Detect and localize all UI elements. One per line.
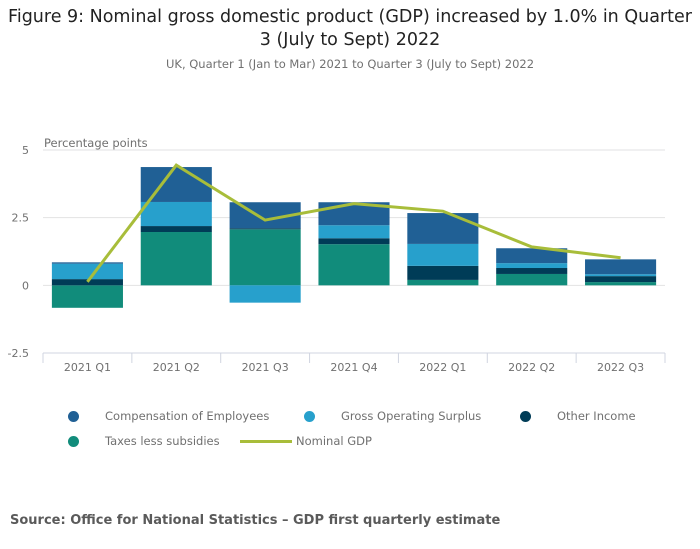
bar-other-income-2021-q2[interactable] <box>140 226 212 233</box>
bar-taxes-less-subsidies-2022-q1[interactable] <box>407 279 479 286</box>
y-axis-title: Percentage points <box>44 136 148 150</box>
legend-marker-other-income <box>520 410 531 422</box>
bar-other-income-2022-q1[interactable] <box>407 265 479 280</box>
y-tick-label: -2.5 <box>8 347 29 360</box>
chart-plot: Percentage points 52.50-2.5 2021 Q1 2021 … <box>8 136 666 374</box>
x-tick-label: 2022 Q3 <box>597 361 644 374</box>
legend-item-gross-operating-surplus[interactable]: Gross Operating Surplus <box>304 409 481 423</box>
bar-compensation-of-employees-2022-q1[interactable] <box>407 213 479 244</box>
x-tick-label: 2021 Q4 <box>330 361 377 374</box>
legend-marker-gross-operating-surplus <box>304 410 315 422</box>
bar-gross-operating-surplus-2021-q4[interactable] <box>318 225 390 239</box>
legend-marker-taxes <box>68 435 79 447</box>
bar-taxes-less-subsidies-2022-q3[interactable] <box>585 282 657 286</box>
bar-compensation-of-employees-2022-q2[interactable] <box>496 248 568 264</box>
legend-label: Nominal GDP <box>296 434 372 448</box>
source-note: Source: Office for National Statistics –… <box>10 513 501 528</box>
legend-item-taxes[interactable]: Taxes less subsidies <box>68 434 220 448</box>
bar-gross-operating-surplus-2021-q1[interactable] <box>51 263 123 280</box>
bar-other-income-2022-q2[interactable] <box>496 268 568 274</box>
x-tick-label: 2022 Q1 <box>419 361 466 374</box>
chart-title: Figure 9: Nominal gross domestic product… <box>8 7 692 50</box>
legend-item-other-income[interactable]: Other Income <box>520 409 636 423</box>
legend-label: Compensation of Employees <box>105 409 270 423</box>
bar-compensation-of-employees-2021-q1[interactable] <box>51 262 123 264</box>
legend-label: Taxes less subsidies <box>105 434 220 448</box>
x-tick-label: 2021 Q1 <box>64 361 111 374</box>
legend-marker-nominal-gdp <box>240 439 292 443</box>
legend-item-nominal-gdp[interactable]: Nominal GDP <box>240 434 372 448</box>
bar-taxes-less-subsidies-2021-q4[interactable] <box>318 244 390 286</box>
bar-gross-operating-surplus-2022-q3[interactable] <box>585 274 657 277</box>
bar-taxes-less-subsidies-2021-q2[interactable] <box>140 232 212 286</box>
bar-other-income-2021-q3[interactable] <box>229 228 301 230</box>
bar-taxes-less-subsidies-2021-q3[interactable] <box>229 229 301 286</box>
y-tick-label: 5 <box>22 144 29 157</box>
x-axis: 2021 Q1 2021 Q2 2021 Q3 2021 Q4 2022 Q1 2022 … <box>42 352 666 374</box>
legend-marker-compensation <box>68 410 79 422</box>
chart-subtitle: UK, Quarter 1 (Jan to Mar) 2021 to Quart… <box>165 57 535 71</box>
bar-other-income-2021-q4[interactable] <box>318 238 390 245</box>
bars <box>51 167 657 308</box>
bar-other-income-2021-q1[interactable] <box>51 279 123 286</box>
legend-item-compensation[interactable]: Compensation of Employees <box>68 409 269 423</box>
y-axis-ticks: 5 2.5 0 -2.5 <box>8 144 29 360</box>
bar-other-income-2022-q3[interactable] <box>585 276 657 283</box>
bar-gross-operating-surplus-2021-q3[interactable] <box>229 285 301 303</box>
bar-compensation-of-employees-2022-q3[interactable] <box>585 259 657 275</box>
legend-label: Other Income <box>557 409 636 423</box>
bar-gross-operating-surplus-2021-q2[interactable] <box>140 201 212 227</box>
gdp-line-layer <box>86 163 621 283</box>
legend-label: Gross Operating Surplus <box>341 409 482 423</box>
y-tick-label: 2.5 <box>12 212 30 225</box>
bar-taxes-less-subsidies-2021-q1[interactable] <box>51 285 123 308</box>
x-tick-label: 2022 Q2 <box>508 361 555 374</box>
bar-gross-operating-surplus-2022-q1[interactable] <box>407 243 479 266</box>
bar-taxes-less-subsidies-2022-q2[interactable] <box>496 273 568 286</box>
y-tick-label: 0 <box>22 279 29 292</box>
x-tick-label: 2021 Q2 <box>153 361 200 374</box>
bar-gross-operating-surplus-2022-q2[interactable] <box>496 263 568 269</box>
x-tick-label: 2021 Q3 <box>242 361 289 374</box>
